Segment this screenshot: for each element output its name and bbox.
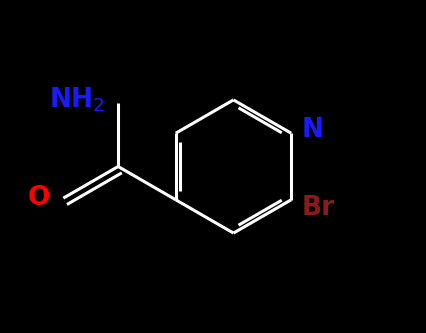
Text: Br: Br — [300, 195, 334, 221]
Text: O: O — [27, 185, 50, 211]
Text: N: N — [300, 117, 322, 143]
Text: NH$_2$: NH$_2$ — [49, 86, 104, 114]
